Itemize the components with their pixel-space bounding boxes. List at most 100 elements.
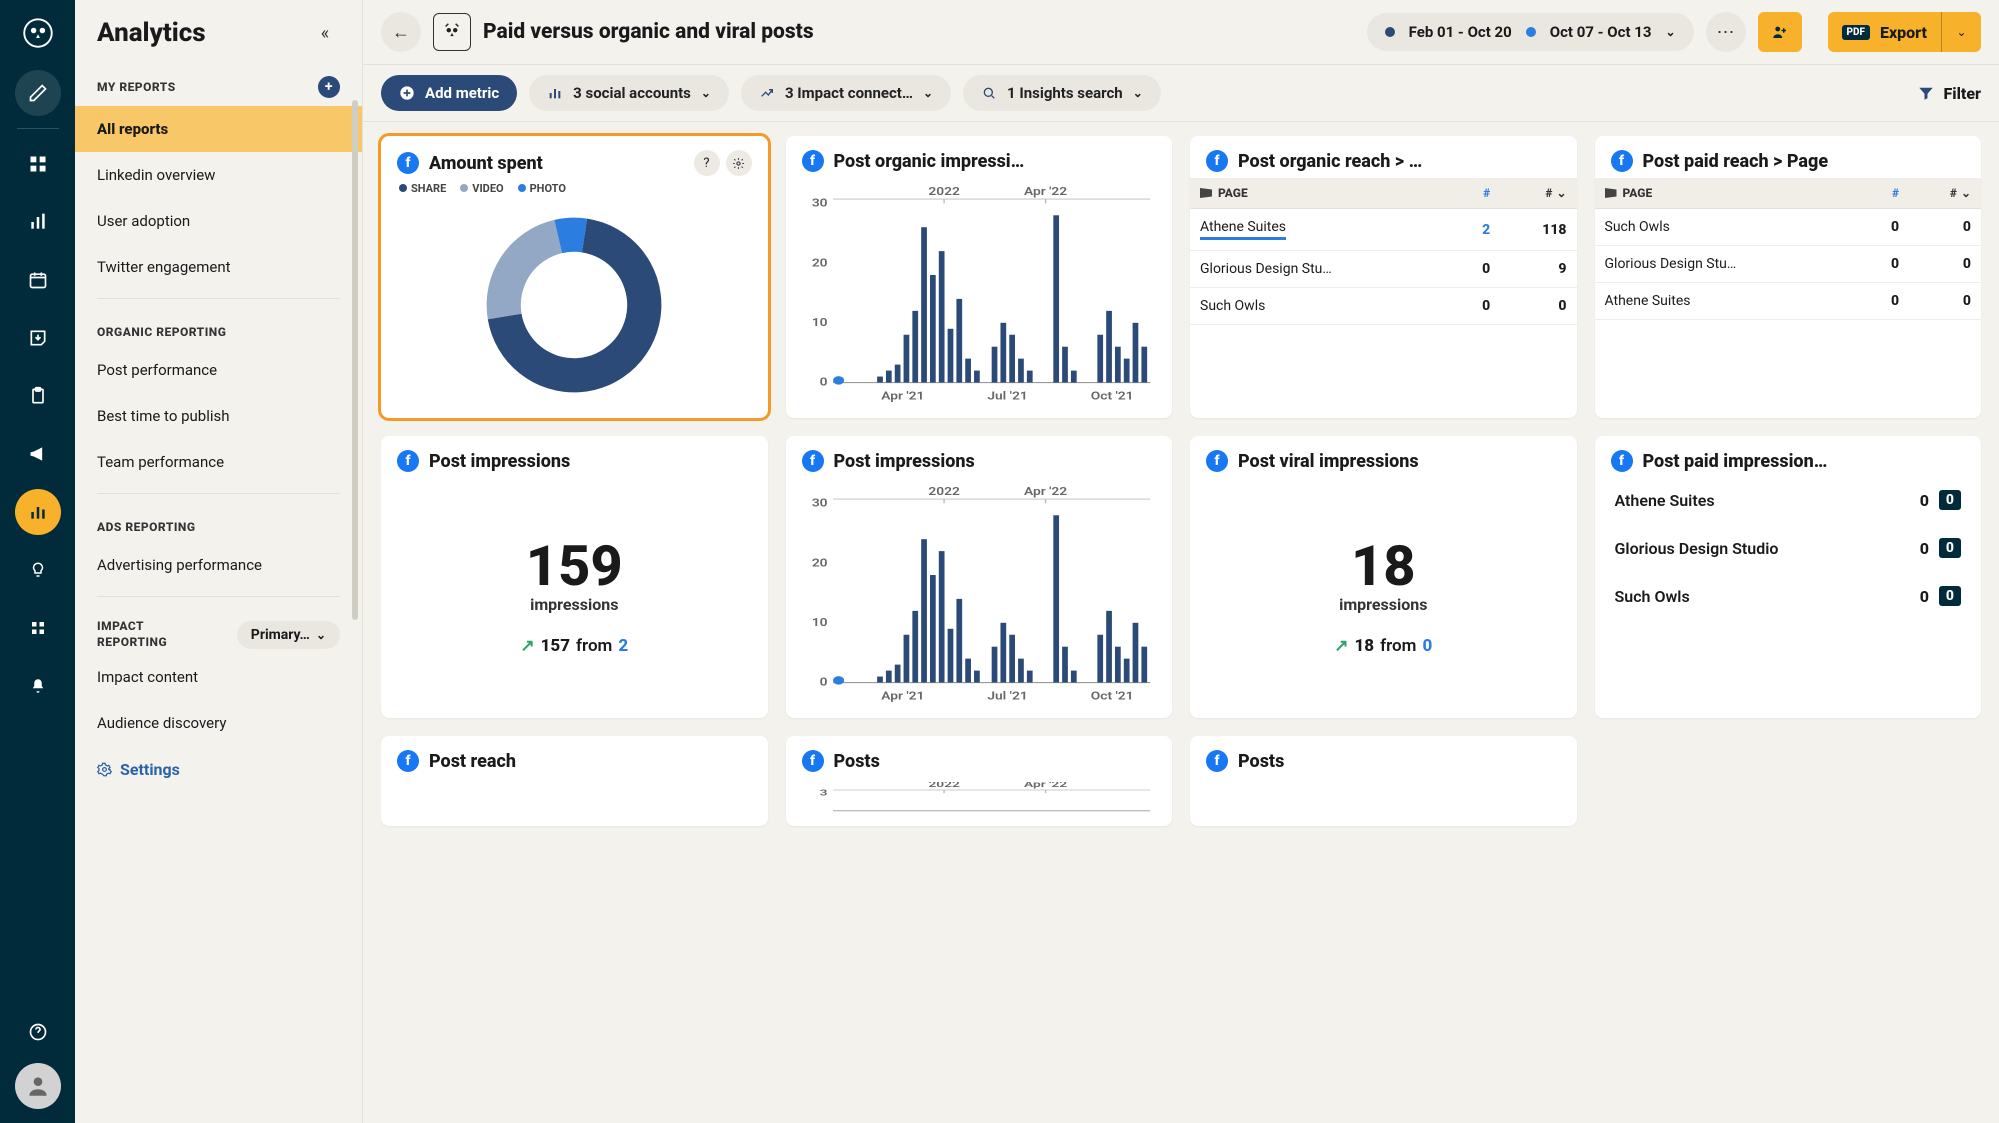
section-my-reports-label: MY REPORTS (97, 80, 176, 94)
table-row[interactable]: Glorious Design Stu…09 (1190, 251, 1577, 288)
card-organic-reach[interactable]: fPost organic reach > … PAGE # # ⌄ Athen… (1190, 136, 1577, 418)
svg-text:Apr '22: Apr '22 (1023, 486, 1066, 498)
export-dropdown[interactable]: ⌄ (1941, 12, 1981, 52)
sidebar-item-all-reports[interactable]: All reports (75, 106, 362, 152)
kpi-delta: ↗ 157 from 2 (520, 636, 628, 656)
rail-megaphone[interactable] (15, 431, 61, 477)
svg-text:2022: 2022 (928, 186, 959, 198)
card-posts-chart[interactable]: fPosts 2022Apr '223 (786, 736, 1173, 826)
svg-text:10: 10 (811, 617, 827, 629)
brand-logo (17, 12, 59, 54)
svg-text:20: 20 (811, 558, 827, 570)
card-title: Post reach (429, 751, 752, 772)
rail-help[interactable] (15, 1009, 61, 1055)
report-icon (433, 13, 471, 51)
facebook-icon: f (1611, 150, 1633, 172)
card-impressions-kpi[interactable]: fPost impressions 159 impressions ↗ 157 … (381, 436, 768, 718)
card-title: Amount spent (429, 153, 684, 174)
sidebar-item-best-time[interactable]: Best time to publish (75, 393, 362, 439)
card-paid-impr-pages[interactable]: fPost paid impression… Athene Suites00Gl… (1595, 436, 1982, 718)
svg-text:2022: 2022 (928, 486, 959, 498)
card-title: Posts (834, 751, 1157, 772)
page-title: Paid versus organic and viral posts (483, 20, 814, 44)
card-posts-blank[interactable]: fPosts (1190, 736, 1577, 826)
rail-compose[interactable] (15, 70, 61, 116)
card-organic-impressions[interactable]: fPost organic impressi… 2022Apr '2201020… (786, 136, 1173, 418)
rail-planner[interactable] (15, 257, 61, 303)
add-metric-button[interactable]: Add metric (381, 75, 517, 111)
reach-table: PAGE # # ⌄ Such Owls00Glorious Design St… (1595, 178, 1982, 320)
svg-text:Apr '21: Apr '21 (881, 691, 924, 703)
more-button[interactable]: ⋯ (1706, 12, 1746, 52)
rail-notifications[interactable] (15, 663, 61, 709)
card-title: Post impressions (429, 451, 752, 472)
sidebar-item-impact-content[interactable]: Impact content (75, 654, 362, 700)
card-amount-spent[interactable]: f Amount spent ? SHARE VIDEO PHOTO (381, 136, 768, 418)
donut-chart (479, 210, 669, 400)
sidebar-scrollbar[interactable] (352, 100, 358, 620)
back-button[interactable]: ← (381, 12, 421, 52)
help-icon[interactable]: ? (694, 150, 720, 176)
rail-streams[interactable] (15, 141, 61, 187)
list-item[interactable]: Athene Suites00 (1615, 490, 1962, 510)
svg-text:Oct '21: Oct '21 (1090, 391, 1133, 403)
card-paid-reach[interactable]: fPost paid reach > Page PAGE # # ⌄ Such … (1595, 136, 1982, 418)
export-group: PDF Export ⌄ (1828, 12, 1981, 52)
sidebar-item-audience[interactable]: Audience discovery (75, 700, 362, 746)
gear-icon[interactable] (726, 150, 752, 176)
rail-clipboard[interactable] (15, 373, 61, 419)
export-button[interactable]: PDF Export (1828, 12, 1941, 52)
table-row[interactable]: Athene Suites00 (1595, 283, 1982, 320)
section-organic-label: ORGANIC REPORTING (97, 325, 226, 339)
facebook-icon: f (397, 750, 419, 772)
sidebar-settings[interactable]: Settings (75, 746, 362, 793)
svg-text:Jul '21: Jul '21 (987, 391, 1027, 403)
reach-table: PAGE # # ⌄ Athene Suites2118Glorious Des… (1190, 178, 1577, 325)
sidebar-item-user-adoption[interactable]: User adoption (75, 198, 362, 244)
sidebar-item-twitter[interactable]: Twitter engagement (75, 244, 362, 290)
sidebar-item-linkedin[interactable]: Linkedin overview (75, 152, 362, 198)
table-row[interactable]: Glorious Design Stu…00 (1595, 246, 1982, 283)
share-button[interactable] (1758, 12, 1802, 52)
user-avatar[interactable] (15, 1063, 61, 1109)
insights-search-chip[interactable]: 1 Insights search⌄ (963, 75, 1161, 111)
sidebar-item-team-perf[interactable]: Team performance (75, 439, 362, 485)
table-row[interactable]: Such Owls00 (1595, 209, 1982, 246)
svg-text:Apr '22: Apr '22 (1023, 782, 1066, 789)
rail-inbox[interactable] (15, 315, 61, 361)
impact-connect-chip[interactable]: 3 Impact connect…⌄ (741, 75, 951, 111)
rail-ideas[interactable] (15, 547, 61, 593)
filter-button[interactable]: Filter (1917, 84, 1981, 103)
rail-analytics-alt[interactable] (15, 199, 61, 245)
date-range-1: Feb 01 - Oct 20 (1409, 23, 1512, 41)
date-range-picker[interactable]: Feb 01 - Oct 20 Oct 07 - Oct 13 ⌄ (1367, 13, 1694, 51)
card-grid: f Amount spent ? SHARE VIDEO PHOTO (363, 122, 1999, 1123)
svg-text:2022: 2022 (928, 782, 959, 789)
sidebar-item-post-perf[interactable]: Post performance (75, 347, 362, 393)
filter-bar: Add metric 3 social accounts⌄ 3 Impact c… (363, 65, 1999, 122)
list-item[interactable]: Such Owls00 (1615, 586, 1962, 606)
svg-text:Apr '21: Apr '21 (881, 391, 924, 403)
table-row[interactable]: Such Owls00 (1190, 288, 1577, 325)
list-item[interactable]: Glorious Design Studio00 (1615, 538, 1962, 558)
sidebar-item-ad-perf[interactable]: Advertising performance (75, 542, 362, 588)
impact-selector[interactable]: Primary…⌄ (237, 621, 340, 649)
facebook-icon: f (1206, 750, 1228, 772)
kpi-value: 159 (526, 533, 623, 599)
card-viral-kpi[interactable]: fPost viral impressions 18 impressions ↗… (1190, 436, 1577, 718)
svg-text:30: 30 (811, 198, 827, 210)
add-report-button[interactable]: + (318, 76, 340, 98)
topbar: ← Paid versus organic and viral posts Fe… (363, 0, 1999, 65)
card-impressions-chart[interactable]: fPost impressions 2022Apr '220102030Apr … (786, 436, 1173, 718)
rail-analytics[interactable] (15, 489, 61, 535)
social-accounts-chip[interactable]: 3 social accounts⌄ (529, 75, 729, 111)
svg-text:3: 3 (819, 789, 827, 798)
bar-chart: 2022Apr '220102030Apr '21Jul '21Oct '21 (800, 482, 1159, 706)
facebook-icon: f (802, 150, 824, 172)
facebook-icon: f (397, 152, 419, 174)
collapse-sidebar-button[interactable]: « (310, 18, 340, 48)
card-post-reach[interactable]: f Post reach (381, 736, 768, 826)
table-row[interactable]: Athene Suites2118 (1190, 209, 1577, 251)
nav-rail (0, 0, 75, 1123)
rail-apps[interactable] (15, 605, 61, 651)
